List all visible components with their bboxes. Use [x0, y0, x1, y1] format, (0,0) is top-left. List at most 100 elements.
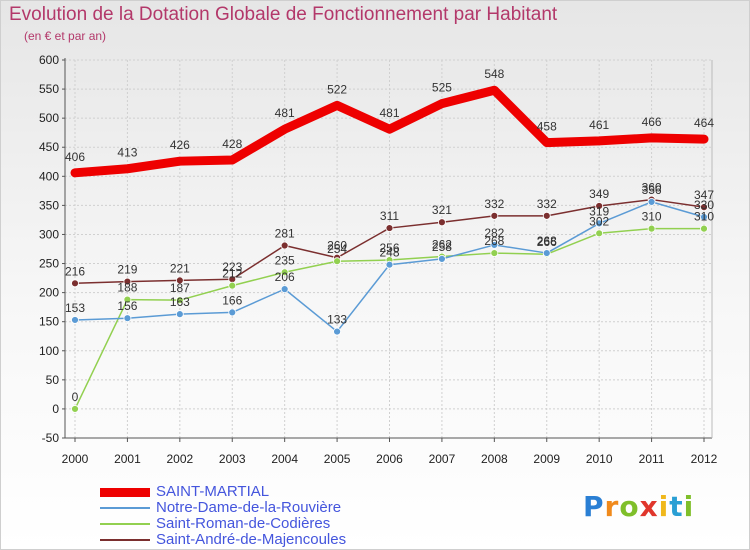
data-label: 319 — [589, 204, 609, 218]
data-label: 235 — [275, 253, 295, 267]
data-label: 332 — [537, 197, 557, 211]
x-tick-label: 2011 — [639, 452, 665, 466]
data-label: 428 — [222, 137, 242, 151]
data-point — [280, 241, 289, 250]
data-label: 212 — [222, 267, 242, 281]
data-label: 548 — [484, 67, 504, 81]
data-label: 256 — [379, 241, 399, 255]
data-label: 481 — [275, 106, 295, 120]
y-tick-label: 450 — [39, 140, 59, 154]
y-tick-label: 400 — [39, 169, 59, 183]
data-point — [595, 219, 604, 228]
data-point — [490, 211, 499, 220]
data-label: 332 — [484, 197, 504, 211]
data-label: 311 — [380, 209, 399, 223]
y-tick-label: 150 — [39, 315, 59, 329]
data-point — [175, 310, 184, 319]
legend-item: Saint-André-de-Majencoules — [100, 532, 420, 548]
data-label: 216 — [65, 264, 85, 278]
data-label: 302 — [589, 214, 609, 228]
y-tick-label: 550 — [39, 82, 59, 96]
data-point — [542, 211, 551, 220]
x-tick-label: 2002 — [166, 452, 193, 466]
data-point — [438, 218, 446, 227]
data-label: 406 — [65, 150, 85, 164]
data-label: 464 — [694, 116, 714, 130]
data-label: 206 — [275, 270, 295, 284]
x-tick-label: 2009 — [533, 452, 560, 466]
legend-swatch — [100, 507, 150, 509]
legend-swatch — [100, 539, 150, 541]
data-point — [385, 224, 394, 232]
data-label: 281 — [275, 227, 295, 241]
data-point — [385, 260, 394, 269]
data-point — [700, 224, 708, 233]
legend-item: Notre-Dame-de-la-Rouvière — [100, 500, 420, 516]
logo-letter: t — [669, 490, 684, 523]
x-tick-label: 2001 — [114, 452, 141, 466]
data-label: 310 — [694, 210, 714, 224]
legend-label: Saint-Roman-de-Codières — [156, 515, 331, 532]
data-label: 254 — [327, 242, 347, 256]
data-label: 187 — [170, 281, 190, 295]
chart-subtitle: (en € et par an) — [24, 29, 107, 43]
y-tick-label: 350 — [39, 198, 59, 212]
data-label: 156 — [117, 299, 137, 313]
data-label: 268 — [537, 234, 557, 248]
data-label: 349 — [589, 187, 609, 201]
data-point — [280, 285, 289, 294]
data-labels: 216 219 221 223 281 260 311 321 332 332 349 360 347 0… — [65, 67, 714, 404]
data-point — [595, 229, 604, 238]
y-tick-label: 250 — [39, 257, 59, 271]
data-label: 260 — [327, 239, 347, 253]
data-label: 461 — [589, 118, 609, 132]
logo-letter: o — [619, 490, 640, 523]
y-tick-label: 50 — [46, 373, 60, 387]
y-tick-label: -50 — [42, 431, 60, 445]
data-label: 282 — [484, 226, 504, 240]
data-point — [700, 203, 708, 212]
data-label: 219 — [117, 263, 137, 277]
legend-label: Notre-Dame-de-la-Rouvière — [156, 499, 342, 516]
proxiti-logo: Proxiti — [583, 490, 694, 523]
y-tick-label: 600 — [39, 53, 59, 67]
data-label: 310 — [642, 210, 662, 224]
data-point — [71, 405, 79, 413]
data-point — [700, 213, 708, 221]
legend-swatch — [100, 487, 150, 497]
legend: SAINT-MARTIAL Notre-Dame-de-la-Rouvière Sa… — [100, 484, 420, 548]
x-tick-label: 2012 — [691, 452, 718, 466]
data-label: 458 — [537, 120, 557, 134]
data-label: 0 — [72, 390, 79, 404]
data-label: 522 — [327, 82, 347, 96]
data-label: 426 — [170, 138, 190, 152]
data-point — [490, 241, 499, 249]
data-point — [228, 281, 237, 290]
x-tick-label: 2000 — [62, 452, 89, 466]
data-label: 525 — [432, 81, 452, 95]
data-label: 153 — [65, 301, 85, 315]
x-tick-label: 2008 — [481, 452, 508, 466]
y-tick-label: 300 — [39, 227, 59, 241]
data-point — [123, 277, 132, 286]
y-tick-label: 200 — [39, 286, 59, 300]
data-point — [542, 249, 551, 257]
data-point — [175, 276, 184, 285]
data-label: 166 — [222, 293, 242, 307]
x-tick-label: 2010 — [586, 452, 613, 466]
data-label: 466 — [642, 115, 662, 129]
axes: -50 0 50 100 150 200 250 300 350 400 450 500 550 600 2… — [39, 53, 718, 466]
data-label: 321 — [432, 203, 452, 217]
data-label: 413 — [117, 146, 137, 160]
legend-item: SAINT-MARTIAL — [100, 484, 420, 500]
data-label: 258 — [432, 240, 452, 254]
data-label: 223 — [222, 260, 242, 274]
data-label: 133 — [327, 313, 347, 327]
series-line-0 — [70, 85, 709, 178]
data-label: 347 — [694, 188, 714, 202]
data-point — [647, 224, 656, 233]
data-point — [490, 249, 499, 257]
data-point — [333, 327, 341, 336]
